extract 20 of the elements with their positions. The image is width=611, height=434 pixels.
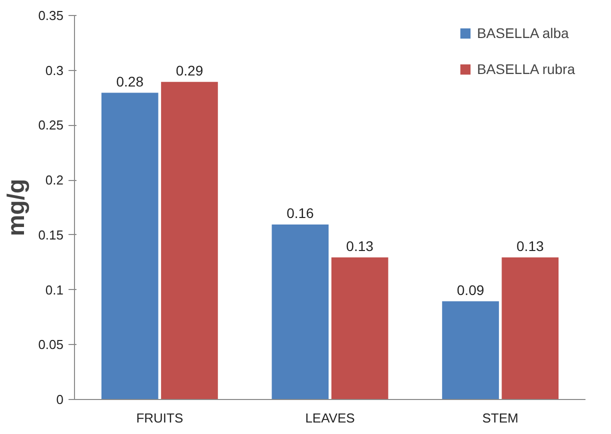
y-tick-label: 0.15 xyxy=(38,227,64,242)
data-label: 0.13 xyxy=(346,238,374,254)
y-tick-label: 0.2 xyxy=(45,172,64,188)
data-label: 0.13 xyxy=(516,238,544,254)
legend-label: BASELLA alba xyxy=(476,25,569,41)
data-label: 0.16 xyxy=(286,204,314,221)
y-tick-label: 0.25 xyxy=(38,118,64,133)
y-tick-label: 0.05 xyxy=(38,337,64,352)
x-tick-label: STEM xyxy=(482,410,518,426)
data-label: 0.09 xyxy=(456,282,484,298)
data-label: 0.28 xyxy=(116,73,144,90)
y-tick-label: 0 xyxy=(56,392,64,407)
y-axis-title: mg/g xyxy=(3,178,30,236)
legend-label: BASELLA rubra xyxy=(476,61,575,77)
y-tick-label: 0.35 xyxy=(38,8,64,23)
data-label: 0.29 xyxy=(176,62,204,78)
x-tick-label: LEAVES xyxy=(305,410,356,426)
y-tick-label: 0.1 xyxy=(45,282,64,298)
x-tick-label: FRUITS xyxy=(136,410,184,426)
y-tick-label: 0.3 xyxy=(45,62,64,78)
